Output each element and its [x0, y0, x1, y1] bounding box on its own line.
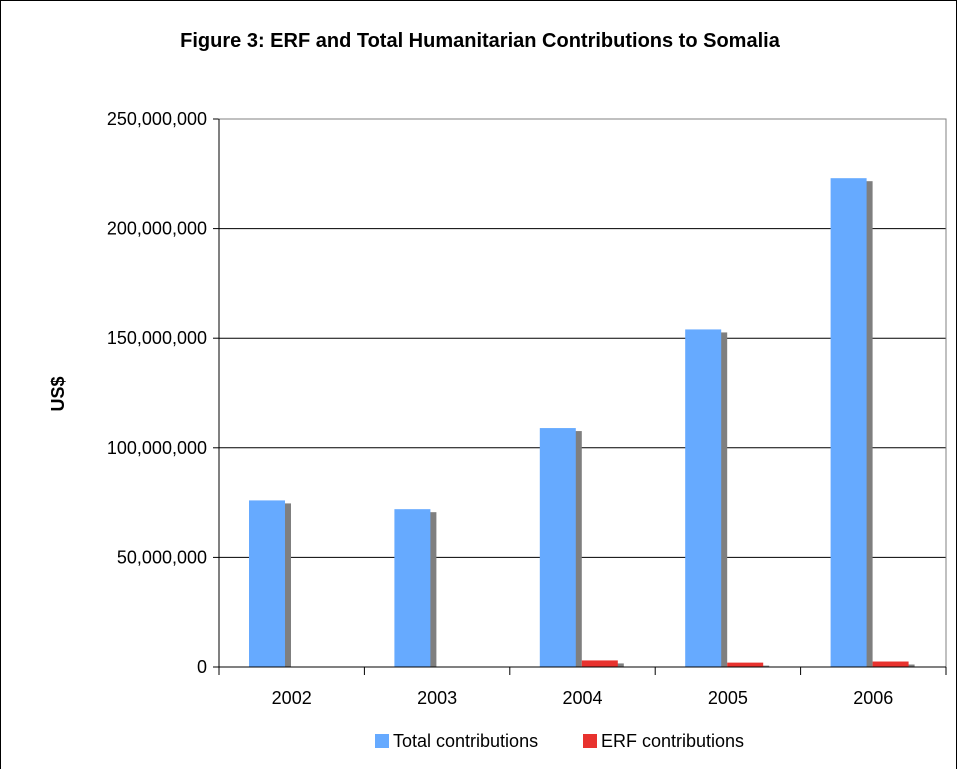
y-tick-label: 150,000,000 [107, 328, 207, 348]
y-axis-ticks: 0 50,000,000 100,000,000 150,000,000 200,000… [107, 109, 219, 677]
bar-erf-2005 [727, 662, 764, 667]
bar-total-2004 [539, 428, 576, 667]
bar-total-2005 [685, 329, 722, 667]
legend-label: Total contributions [393, 731, 538, 751]
y-tick-label: 50,000,000 [117, 547, 207, 567]
x-tick-label: 2005 [708, 688, 748, 708]
legend-swatch [583, 734, 597, 748]
axes [218, 118, 947, 668]
x-axis-ticks: 2002 2003 2004 2005 2006 [218, 667, 947, 708]
y-tick-label: 100,000,000 [107, 438, 207, 458]
bars [249, 178, 915, 667]
x-tick-label: 2006 [853, 688, 893, 708]
x-tick-label: 2002 [272, 688, 312, 708]
bar-total-2002 [249, 500, 285, 667]
bar-erf-2006 [872, 661, 909, 667]
y-tick-label: 250,000,000 [107, 109, 207, 129]
legend-label: ERF contributions [601, 731, 744, 751]
bar-total-2006 [830, 178, 867, 667]
y-tick-label: 0 [197, 657, 207, 677]
y-tick-label: 200,000,000 [107, 219, 207, 239]
bar-total-2003 [394, 509, 431, 667]
legend: Total contributions ERF contributions [375, 731, 744, 751]
x-tick-label: 2004 [562, 688, 602, 708]
chart-title: Figure 3: ERF and Total Humanitarian Con… [180, 30, 781, 52]
y-axis-label: US$ [48, 376, 68, 411]
bar-erf-2004 [581, 660, 618, 667]
legend-swatch [375, 734, 389, 748]
x-tick-label: 2003 [417, 688, 457, 708]
